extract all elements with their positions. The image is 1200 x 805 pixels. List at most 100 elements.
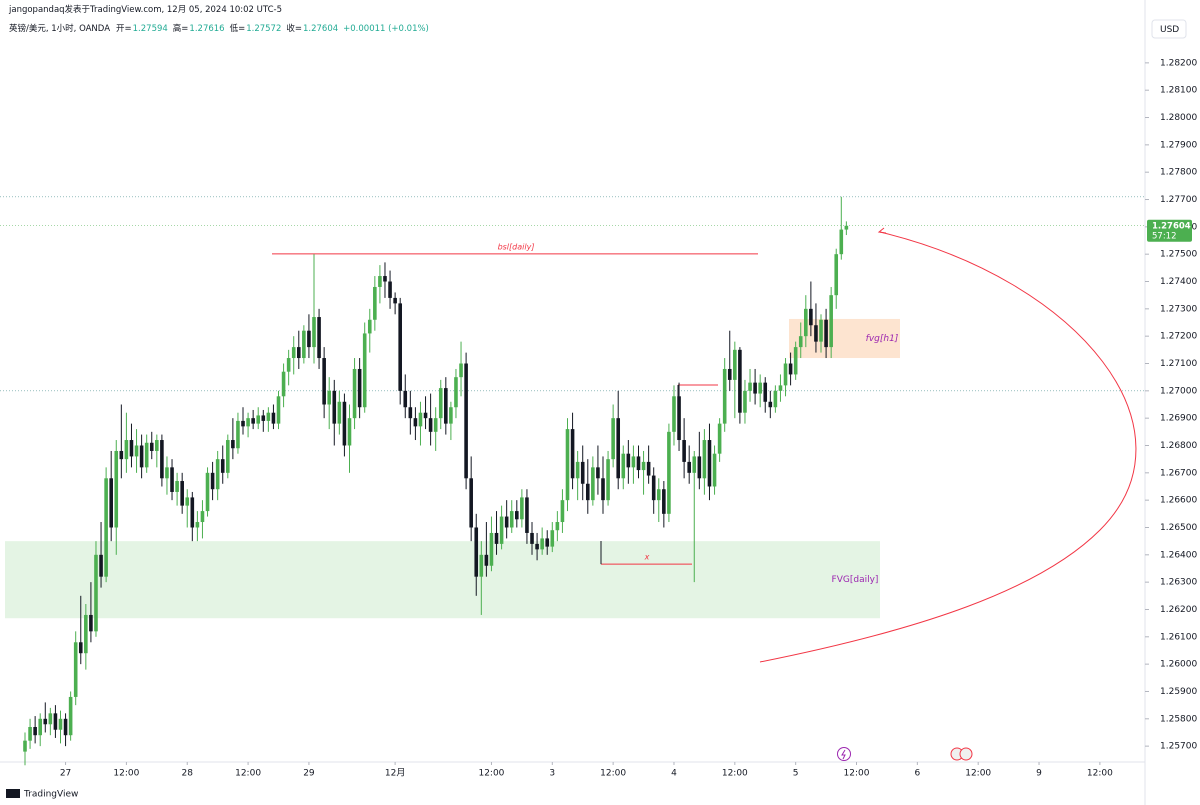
candle xyxy=(367,308,372,353)
candle xyxy=(241,407,245,435)
candle-body xyxy=(155,440,159,451)
candle xyxy=(504,500,509,539)
candle-body xyxy=(601,478,605,501)
candle xyxy=(580,445,585,501)
candle xyxy=(58,710,63,744)
candle xyxy=(489,516,494,572)
candle xyxy=(296,330,301,369)
candle-body xyxy=(296,347,301,359)
event-icon[interactable] xyxy=(837,747,851,761)
candle xyxy=(393,292,397,315)
candle xyxy=(646,445,651,484)
y-tick-label: 1.26800 xyxy=(1160,441,1197,451)
candle xyxy=(656,478,661,523)
candle xyxy=(494,511,499,555)
candle-body xyxy=(596,467,600,479)
candle xyxy=(53,705,58,738)
candle-body xyxy=(814,325,818,342)
candle xyxy=(63,713,68,747)
candle xyxy=(175,472,179,506)
event-icon[interactable] xyxy=(959,747,973,761)
candle-body xyxy=(692,456,697,473)
candle-body xyxy=(109,478,113,528)
candle xyxy=(403,374,408,419)
candle xyxy=(621,445,626,490)
candle xyxy=(631,445,636,484)
candle xyxy=(641,450,646,495)
candle-body xyxy=(327,390,332,405)
candle-body xyxy=(499,516,504,544)
candle-body xyxy=(489,532,494,566)
candle xyxy=(302,325,306,364)
candle-body xyxy=(38,718,43,736)
candle-body xyxy=(413,418,418,427)
candle xyxy=(520,489,524,528)
candle xyxy=(337,390,342,435)
candle-body xyxy=(717,423,722,454)
candle-body xyxy=(606,459,610,501)
candle-body xyxy=(804,308,808,337)
candle xyxy=(312,254,316,364)
candle-body xyxy=(626,453,631,468)
candle xyxy=(449,401,453,441)
candle-body xyxy=(687,461,691,473)
candle-body xyxy=(646,461,651,476)
candle-body xyxy=(753,382,757,394)
candle xyxy=(129,423,134,468)
candle-body xyxy=(144,442,149,468)
candle xyxy=(327,377,332,430)
candle-body xyxy=(585,483,590,501)
legend-text: 1.27572 xyxy=(246,24,282,34)
candle xyxy=(226,434,230,479)
candle-body xyxy=(114,450,119,528)
footer-brand: TradingView xyxy=(23,790,78,800)
y-tick-label: 1.27400 xyxy=(1160,277,1197,287)
candle-body xyxy=(241,420,245,427)
candle xyxy=(134,429,139,473)
candle xyxy=(291,336,296,375)
candle xyxy=(626,440,631,484)
currency-box[interactable] xyxy=(1151,19,1187,39)
x-tick-label: 12月 xyxy=(385,768,405,779)
candle-body xyxy=(78,642,83,654)
candle xyxy=(89,582,93,643)
candle-body xyxy=(809,308,813,326)
candle-body xyxy=(236,420,240,449)
candle xyxy=(33,716,37,744)
candle xyxy=(149,431,154,460)
candle-body xyxy=(94,554,98,632)
candle xyxy=(104,467,108,583)
candle-body xyxy=(758,382,762,394)
candle xyxy=(824,308,828,359)
candle xyxy=(743,379,747,424)
candle-body xyxy=(773,390,778,408)
candle xyxy=(418,401,423,446)
candle xyxy=(94,541,98,637)
candle xyxy=(606,450,610,506)
currency: USD xyxy=(1160,25,1179,35)
candle-body xyxy=(712,453,717,487)
candle xyxy=(388,270,392,309)
x-tick-label: 12:00 xyxy=(722,769,748,779)
candle xyxy=(307,314,311,359)
event-icons xyxy=(837,747,973,761)
candle xyxy=(814,303,818,353)
candle-body xyxy=(839,229,844,255)
candle-body xyxy=(195,522,200,528)
candle-body xyxy=(682,440,686,462)
x-tick-label: 12:00 xyxy=(235,769,261,779)
candle-body xyxy=(768,401,773,408)
legend-text: 收= xyxy=(286,24,302,34)
candle-body xyxy=(438,388,443,419)
arrow xyxy=(759,231,1137,663)
candle-body xyxy=(378,276,382,287)
x-tick-label: 6 xyxy=(914,769,920,779)
candle xyxy=(271,404,276,430)
candle xyxy=(251,409,255,430)
y-tick-label: 1.27300 xyxy=(1160,304,1197,314)
candle xyxy=(231,418,235,460)
candle xyxy=(591,456,595,506)
candle-body xyxy=(733,349,737,380)
candle xyxy=(702,429,707,495)
candle-body xyxy=(342,401,347,446)
